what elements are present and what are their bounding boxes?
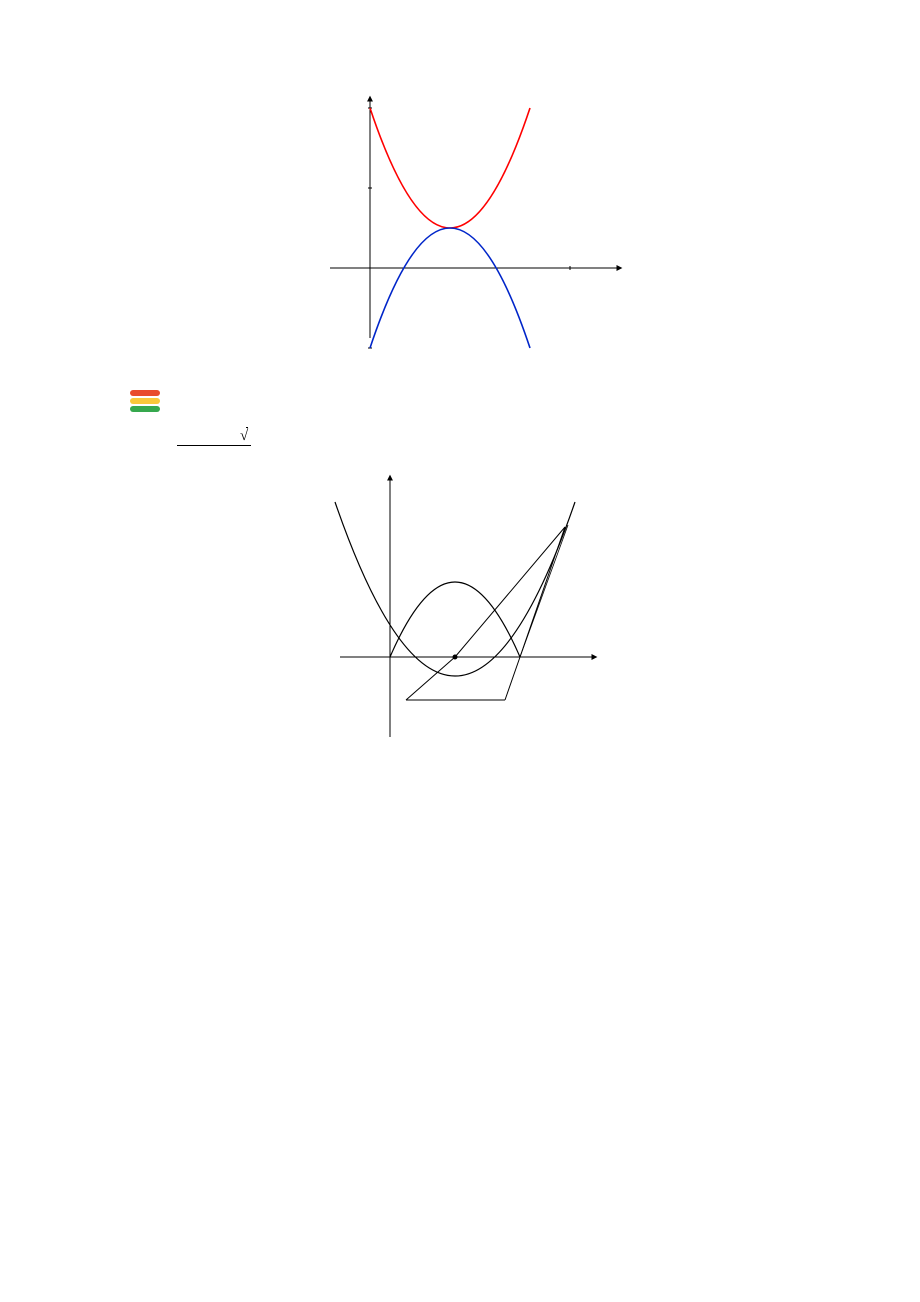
fraction	[177, 428, 251, 448]
example1-stem	[130, 420, 810, 454]
problem-diagram	[320, 462, 620, 752]
vertex-parabola-graph	[290, 88, 650, 358]
books-icon	[130, 388, 160, 412]
section-header	[130, 388, 810, 412]
